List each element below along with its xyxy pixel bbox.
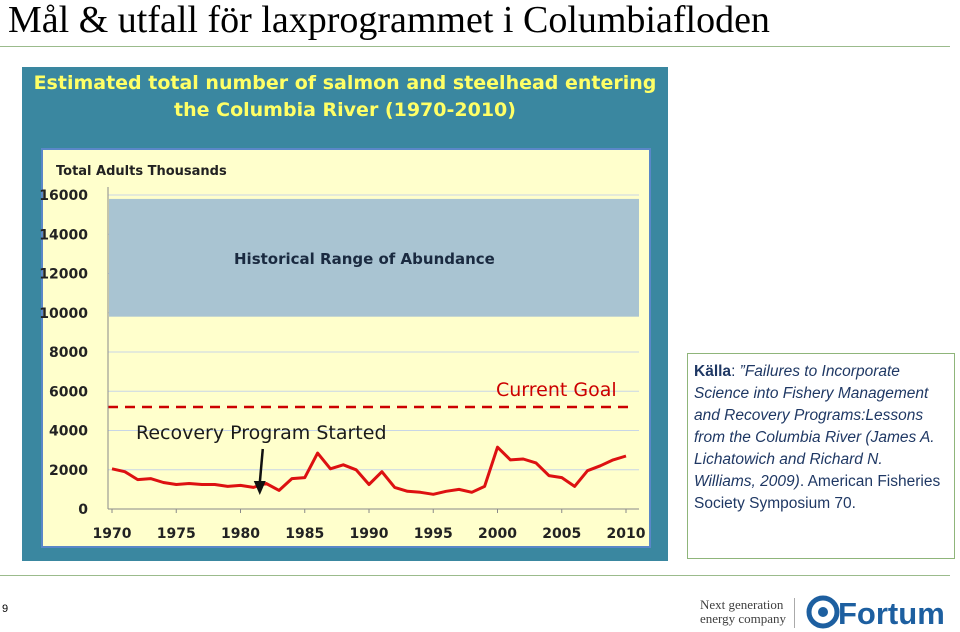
current-goal-label: Current Goal xyxy=(496,379,617,401)
y-tick-label-2000: 2000 xyxy=(49,463,88,479)
source-publication: . American Fisheries Society Symposium 7… xyxy=(694,473,941,512)
axes: 0 2000 4000 6000 8000 10000 12000 14000 16000 197… xyxy=(39,187,646,542)
source-citation: ”Failures to Incorporate Science into Fi… xyxy=(694,363,935,490)
y-axis-label: Total Adults Thousands xyxy=(56,164,227,179)
historical-range-label: Historical Range of Abundance xyxy=(234,250,495,268)
y-tick-label-16000: 16000 xyxy=(39,188,88,204)
y-tick-label-4000: 4000 xyxy=(49,424,88,440)
x-tick-label-2005: 2005 xyxy=(542,526,581,542)
y-tick-label-6000: 6000 xyxy=(49,384,88,400)
tagline-line-2: energy company xyxy=(700,611,787,626)
x-tick-label-2010: 2010 xyxy=(607,526,646,542)
chart-svg: Total Adults Thousands Historical Range … xyxy=(39,148,651,548)
series-line-total-adults xyxy=(111,445,627,496)
x-tick-label-1990: 1990 xyxy=(350,526,389,542)
y-tick-label-12000: 12000 xyxy=(39,267,88,283)
chart-title-line-2: the Columbia River (1970-2010) xyxy=(174,99,516,121)
fortum-logo: Fortum xyxy=(806,595,945,631)
fortum-logo-text: Fortum xyxy=(838,596,945,631)
fortum-logo-icon-dot xyxy=(818,607,828,617)
title-divider xyxy=(0,46,950,47)
source-label: Källa xyxy=(694,363,732,380)
x-tick-label-1975: 1975 xyxy=(157,526,196,542)
y-tick-label-0: 0 xyxy=(78,502,88,518)
slide-title: Mål & utfall för laxprogrammet i Columbi… xyxy=(8,0,770,41)
company-tagline: Next generation energy company xyxy=(700,598,786,626)
tagline-line-1: Next generation xyxy=(700,597,784,612)
historical-range-band xyxy=(109,198,639,317)
source-colon: : xyxy=(731,363,736,380)
source-box: Källa: ”Failures to Incorporate Science … xyxy=(687,353,955,559)
page-number: 9 xyxy=(2,603,9,615)
logo-divider xyxy=(794,598,795,628)
y-tick-label-10000: 10000 xyxy=(39,306,88,322)
fortum-logo-icon xyxy=(806,595,840,629)
chart-title: Estimated total number of salmon and ste… xyxy=(22,70,668,124)
x-tick-label-1995: 1995 xyxy=(414,526,453,542)
recovery-program-arrow xyxy=(258,448,265,484)
y-tick-label-8000: 8000 xyxy=(49,345,88,361)
recovery-program-label: Recovery Program Started xyxy=(136,422,387,444)
x-tick-label-1980: 1980 xyxy=(221,526,260,542)
chart-title-line-1: Estimated total number of salmon and ste… xyxy=(33,72,657,94)
x-tick-label-2000: 2000 xyxy=(478,526,517,542)
x-tick-label-1970: 1970 xyxy=(93,526,132,542)
chart-panel: Estimated total number of salmon and ste… xyxy=(22,67,668,561)
y-tick-label-14000: 14000 xyxy=(39,227,88,243)
x-tick-label-1985: 1985 xyxy=(285,526,324,542)
footer-divider xyxy=(0,575,950,576)
recovery-program-arrow-head xyxy=(253,481,266,495)
